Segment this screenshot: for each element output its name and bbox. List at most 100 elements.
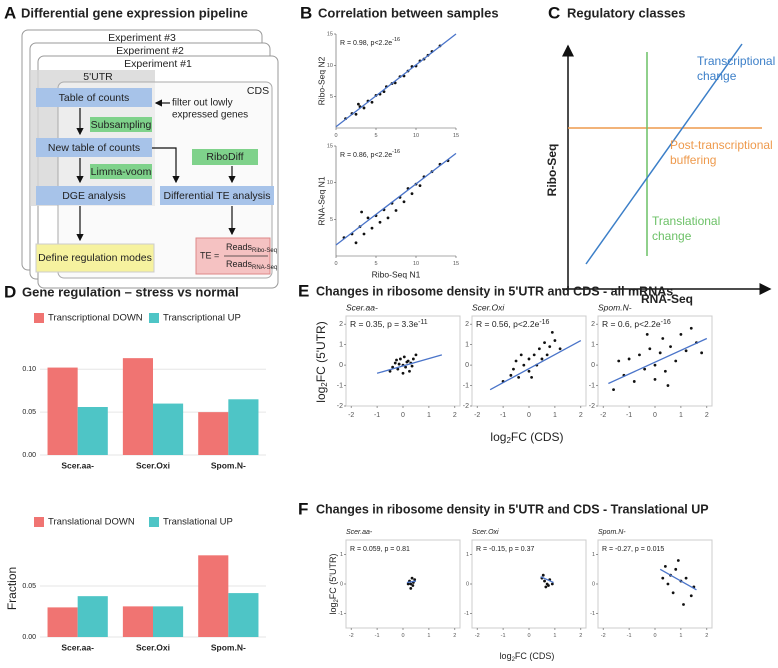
point — [658, 351, 662, 355]
arrow — [152, 147, 180, 184]
point — [366, 216, 370, 220]
point — [666, 384, 670, 387]
bar — [153, 606, 184, 637]
point — [550, 330, 554, 334]
point — [509, 373, 513, 377]
point — [378, 220, 382, 224]
x-tick-label: Scer.aa- — [61, 642, 94, 652]
point — [409, 587, 413, 590]
annotation: R = 0.059, p = 0.81 — [350, 546, 410, 553]
x-tick-label: 0 — [527, 633, 530, 639]
point — [386, 216, 390, 220]
bar — [47, 367, 78, 455]
point — [357, 102, 360, 106]
point — [411, 357, 415, 361]
annotation-exponent: -11 — [418, 319, 428, 326]
point — [527, 369, 531, 373]
panel-letter: A — [4, 3, 16, 22]
point — [550, 582, 554, 586]
annotation: R = -0.15, p = 0.37 — [476, 546, 534, 553]
bar — [228, 593, 259, 637]
point — [679, 333, 683, 336]
point — [653, 363, 657, 367]
point — [411, 584, 415, 587]
point — [370, 100, 374, 104]
point — [666, 582, 670, 586]
panel-letter: C — [548, 3, 560, 22]
point — [414, 353, 418, 357]
bar — [77, 407, 108, 455]
point — [627, 357, 631, 361]
box-label: Define regulation modes — [38, 252, 152, 264]
y-tick-label: 1 — [591, 341, 595, 348]
experiment-label: Experiment #1 — [124, 58, 192, 70]
panel-title: Changes in ribosome density in 5'UTR and… — [316, 284, 673, 298]
x-axis-label: log2FC (CDS) — [490, 430, 563, 445]
annotation-exponent: -16 — [539, 319, 549, 326]
y-axis-label: RNA-Seq N1 — [316, 176, 326, 225]
fit-line — [406, 580, 417, 584]
x-tick-label: 1 — [553, 633, 556, 639]
legend-swatch — [149, 313, 159, 323]
annotation: R = 0.35, p = 3.3e-11 — [350, 319, 428, 329]
x-tick-label: 2 — [453, 633, 456, 639]
class-label: buffering — [670, 153, 716, 167]
y-tick-label: -2 — [589, 403, 595, 410]
y-tick-label: 0 — [340, 581, 343, 587]
point — [617, 359, 621, 363]
experiment-label: Experiment #3 — [108, 32, 176, 44]
annotation: R = 0.6, p<2.2e-16 — [602, 319, 671, 329]
bar — [122, 606, 153, 637]
point — [540, 357, 544, 361]
y-tick-label: 10 — [327, 180, 333, 186]
plot-title: Spom.N- — [598, 529, 626, 536]
y-tick-label: 0 — [339, 362, 343, 369]
annotation-exponent: -16 — [392, 149, 400, 155]
x-tick-label: 5 — [374, 261, 377, 267]
box — [192, 149, 258, 165]
y-tick-label: 0.00 — [22, 634, 36, 641]
point — [632, 380, 636, 383]
annotation: R = 0.86, p<2.2e-16 — [340, 149, 400, 158]
y-axis-label: Fraction — [5, 567, 19, 610]
y-tick-label: 0 — [465, 362, 469, 369]
y-tick-label: 0 — [591, 362, 595, 369]
panel-letter: B — [300, 3, 312, 22]
bar — [153, 403, 184, 455]
plot-title: Scer.Oxi — [472, 302, 505, 312]
filter-note: filter out lowly — [172, 98, 233, 109]
x-tick-label: 2 — [453, 412, 457, 419]
plot-frame — [471, 315, 587, 407]
x-tick-label: 1 — [553, 412, 557, 419]
bar — [228, 399, 259, 455]
box-label: Table of counts — [59, 92, 130, 104]
panel-title: Regulatory classes — [567, 5, 686, 20]
point — [395, 358, 398, 362]
bar — [47, 607, 78, 637]
y-tick-label: 2 — [339, 321, 343, 328]
point — [558, 347, 562, 351]
point — [682, 603, 685, 606]
point — [674, 359, 678, 363]
legend-label: Translational DOWN — [48, 517, 135, 528]
point — [661, 576, 665, 580]
x-tick-label: -2 — [349, 633, 354, 639]
fit-line — [489, 339, 582, 391]
y-axis-label: Ribo-Seq N2 — [316, 56, 326, 105]
panel-title: Differential gene expression pipeline — [21, 5, 248, 20]
x-tick-label: 0 — [527, 412, 531, 419]
x-tick-label: -2 — [348, 412, 354, 419]
class-label: change — [697, 69, 737, 83]
panel-title: Changes in ribosome density in 5'UTR and… — [316, 502, 709, 516]
x-tick-label: 0 — [334, 133, 337, 139]
point — [512, 367, 515, 371]
point — [689, 594, 693, 598]
point — [676, 559, 680, 562]
y-tick-label: 15 — [327, 143, 333, 149]
bar — [77, 596, 108, 637]
point — [645, 333, 649, 336]
point — [402, 200, 406, 204]
te-numerator: ReadsRibo-Seq — [226, 242, 277, 253]
x-tick-label: Spom.N- — [211, 460, 246, 470]
point — [532, 353, 536, 357]
